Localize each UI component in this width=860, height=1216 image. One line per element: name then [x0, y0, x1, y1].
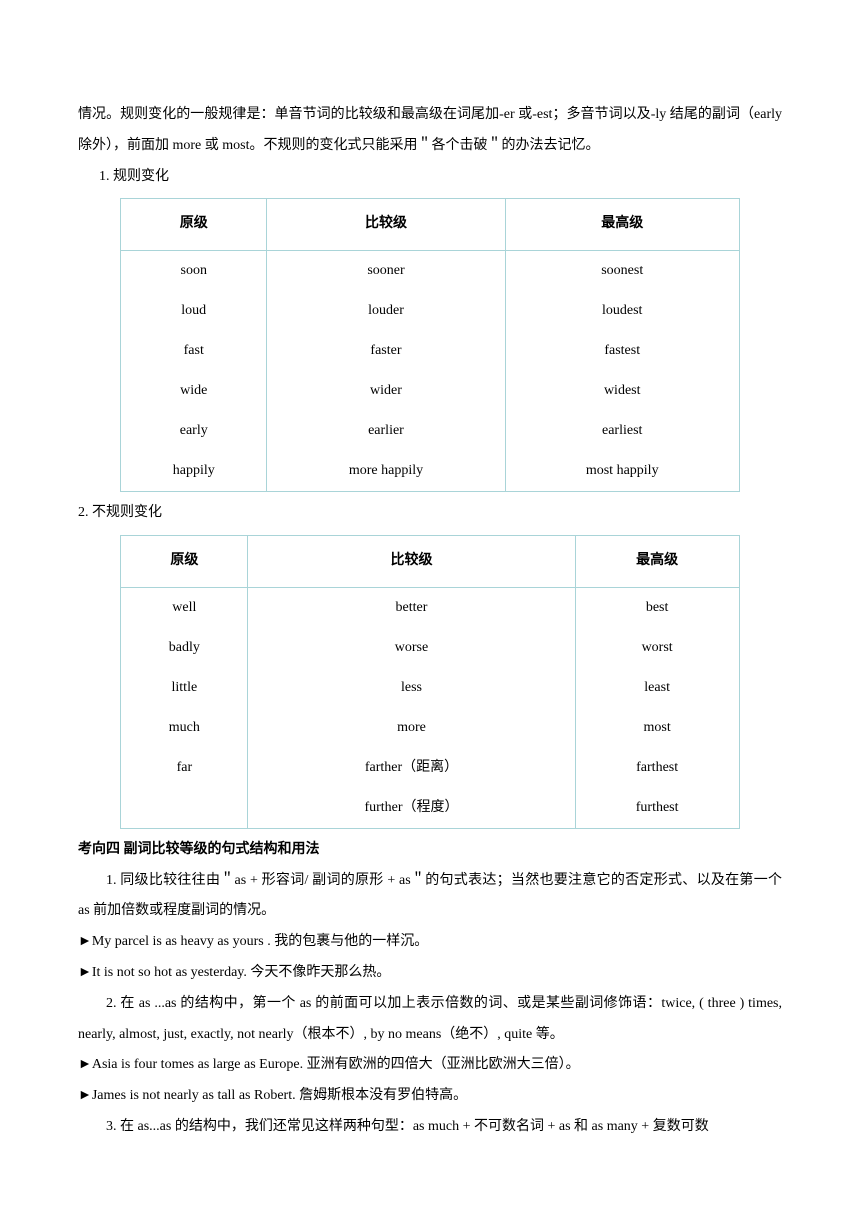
table-row: happilymore happilymost happily	[121, 451, 740, 492]
table-cell: most happily	[505, 451, 739, 492]
table-cell: farther（距离）	[248, 748, 575, 788]
table-row: earlyearlierearliest	[121, 411, 740, 451]
table-header: 原级	[121, 535, 248, 587]
table-row: muchmoremost	[121, 708, 740, 748]
table-header-row: 原级 比较级 最高级	[121, 535, 740, 587]
table-row: littlelessleast	[121, 668, 740, 708]
example-2: ►It is not so hot as yesterday. 今天不像昨天那么…	[78, 958, 782, 989]
table-cell: sooner	[267, 251, 505, 292]
table-row: farfarther（距离）farthest	[121, 748, 740, 788]
table-cell: much	[121, 708, 248, 748]
table-cell: badly	[121, 628, 248, 668]
point-1: 1. 同级比较往往由＂as + 形容词/ 副词的原形 + as＂的句式表达；当然…	[78, 866, 782, 928]
table-cell: worst	[575, 628, 739, 668]
table-cell: farthest	[575, 748, 739, 788]
table-cell: most	[575, 708, 739, 748]
intro-paragraph: 情况。规则变化的一般规律是：单音节词的比较级和最高级在词尾加-er 或-est；…	[78, 100, 782, 162]
point-3: 3. 在 as...as 的结构中，我们还常见这样两种句型：as much + …	[78, 1112, 782, 1143]
table-header: 比较级	[248, 535, 575, 587]
table-cell: widest	[505, 371, 739, 411]
table-cell: fastest	[505, 331, 739, 371]
point-2: 2. 在 as ...as 的结构中，第一个 as 的前面可以加上表示倍数的词、…	[78, 989, 782, 1051]
table-cell: soon	[121, 251, 267, 292]
example-3: ►Asia is four tomes as large as Europe. …	[78, 1050, 782, 1081]
table-cell: soonest	[505, 251, 739, 292]
table-header: 最高级	[505, 199, 739, 251]
regular-changes-table: 原级 比较级 最高级 soonsoonersoonest loudlouderl…	[120, 198, 740, 492]
table-cell: less	[248, 668, 575, 708]
table-cell: worse	[248, 628, 575, 668]
table-cell: far	[121, 748, 248, 788]
example-4: ►James is not nearly as tall as Robert. …	[78, 1081, 782, 1112]
table-header: 最高级	[575, 535, 739, 587]
table-row: fastfasterfastest	[121, 331, 740, 371]
irregular-changes-table: 原级 比较级 最高级 wellbetterbest badlyworsewors…	[120, 535, 740, 829]
table-row: wellbetterbest	[121, 587, 740, 628]
table-cell: early	[121, 411, 267, 451]
table-row: loudlouderloudest	[121, 291, 740, 331]
table-cell: better	[248, 587, 575, 628]
table-cell: little	[121, 668, 248, 708]
table-cell: more happily	[267, 451, 505, 492]
table-cell: wider	[267, 371, 505, 411]
table-cell: happily	[121, 451, 267, 492]
table-cell: further（程度）	[248, 788, 575, 829]
table-cell: loudest	[505, 291, 739, 331]
table-header: 比较级	[267, 199, 505, 251]
table-cell	[121, 788, 248, 829]
table-header: 原级	[121, 199, 267, 251]
table-cell: well	[121, 587, 248, 628]
table-cell: fast	[121, 331, 267, 371]
table-cell: earliest	[505, 411, 739, 451]
table-header-row: 原级 比较级 最高级	[121, 199, 740, 251]
table-row: further（程度）furthest	[121, 788, 740, 829]
table-cell: earlier	[267, 411, 505, 451]
table-cell: more	[248, 708, 575, 748]
section-1-title: 1. 规则变化	[78, 162, 782, 193]
table-row: badlyworseworst	[121, 628, 740, 668]
table-cell: wide	[121, 371, 267, 411]
table-cell: louder	[267, 291, 505, 331]
table-cell: least	[575, 668, 739, 708]
table-row: soonsoonersoonest	[121, 251, 740, 292]
table-cell: loud	[121, 291, 267, 331]
example-1: ►My parcel is as heavy as yours . 我的包裹与他…	[78, 927, 782, 958]
table-cell: furthest	[575, 788, 739, 829]
table-cell: faster	[267, 331, 505, 371]
topic-4-heading: 考向四 副词比较等级的句式结构和用法	[78, 835, 782, 866]
section-2-title: 2. 不规则变化	[78, 498, 782, 529]
table-cell: best	[575, 587, 739, 628]
table-row: widewiderwidest	[121, 371, 740, 411]
